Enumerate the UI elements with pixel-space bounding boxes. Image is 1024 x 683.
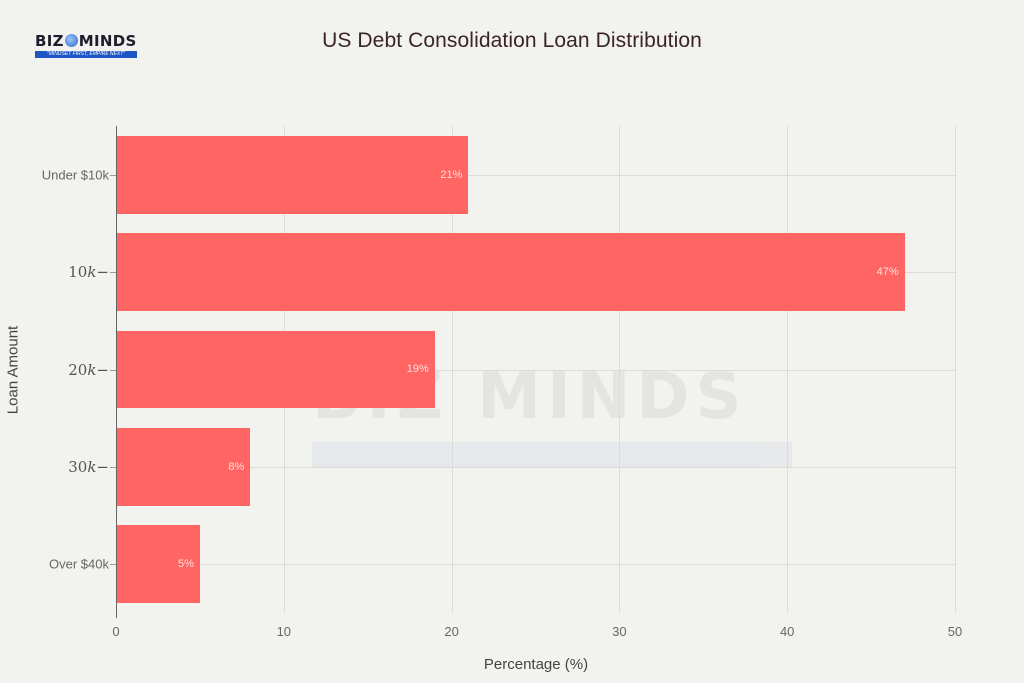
y-tick-label: 20k− bbox=[68, 360, 109, 379]
bar[interactable]: 8% bbox=[116, 427, 251, 506]
lightbulb-icon bbox=[64, 34, 78, 47]
x-gridline bbox=[955, 126, 956, 613]
y-axis-label: Loan Amount bbox=[4, 325, 22, 415]
y-tick-label: 10k− bbox=[68, 263, 109, 282]
y-tick-mark bbox=[110, 466, 116, 468]
chart-title: US Debt Consolidation Loan Distribution bbox=[0, 29, 1024, 53]
y-tick-mark bbox=[110, 564, 116, 566]
y-tick-mark bbox=[110, 369, 116, 371]
x-tick-label: 30 bbox=[612, 624, 627, 639]
plot-area: 21% 47% 19% 8% 5% bbox=[116, 126, 956, 613]
bar[interactable]: 5% bbox=[116, 525, 200, 604]
logo-wordmark: BIZ MINDS bbox=[35, 32, 137, 50]
x-tick-mark bbox=[116, 612, 117, 618]
y-tick-label: Over $40k bbox=[49, 556, 109, 572]
logo-tagline: "MINDSET FIRST, EMPIRE NEXT" bbox=[35, 51, 137, 58]
bar-value-label: 8% bbox=[228, 460, 245, 473]
y-tick-mark bbox=[110, 272, 116, 274]
bar-value-label: 21% bbox=[440, 168, 463, 181]
bar[interactable]: 21% bbox=[116, 135, 469, 214]
brand-logo: BIZ MINDS "MINDSET FIRST, EMPIRE NEXT" bbox=[35, 30, 137, 60]
bar-value-label: 5% bbox=[177, 558, 194, 571]
y-gridline bbox=[116, 369, 955, 371]
bar-value-label: 19% bbox=[406, 363, 429, 376]
x-axis-label: Percentage (%) bbox=[483, 656, 589, 673]
x-tick-label: 50 bbox=[947, 624, 963, 639]
y-tick-label: Under $10k bbox=[41, 167, 109, 183]
x-tick-label: 10 bbox=[276, 624, 292, 639]
y-tick-mark bbox=[110, 174, 116, 176]
bar[interactable]: 19% bbox=[116, 330, 435, 409]
y-tick-label: 30k− bbox=[68, 457, 109, 476]
x-tick-label: 40 bbox=[779, 624, 795, 639]
bar[interactable]: 47% bbox=[116, 233, 905, 312]
bar-value-label: 47% bbox=[876, 266, 899, 279]
x-tick-label: 20 bbox=[444, 624, 459, 639]
logo-brand-right: MINDS bbox=[78, 32, 137, 50]
y-gridline bbox=[116, 174, 955, 176]
x-tick-label: 0 bbox=[112, 624, 120, 639]
chart-title-text: US Debt Consolidation Loan Distribution bbox=[322, 29, 702, 52]
logo-brand-left: BIZ bbox=[35, 32, 64, 50]
y-gridline bbox=[116, 564, 955, 566]
y-axis-line bbox=[116, 126, 117, 613]
y-gridline bbox=[116, 466, 955, 468]
